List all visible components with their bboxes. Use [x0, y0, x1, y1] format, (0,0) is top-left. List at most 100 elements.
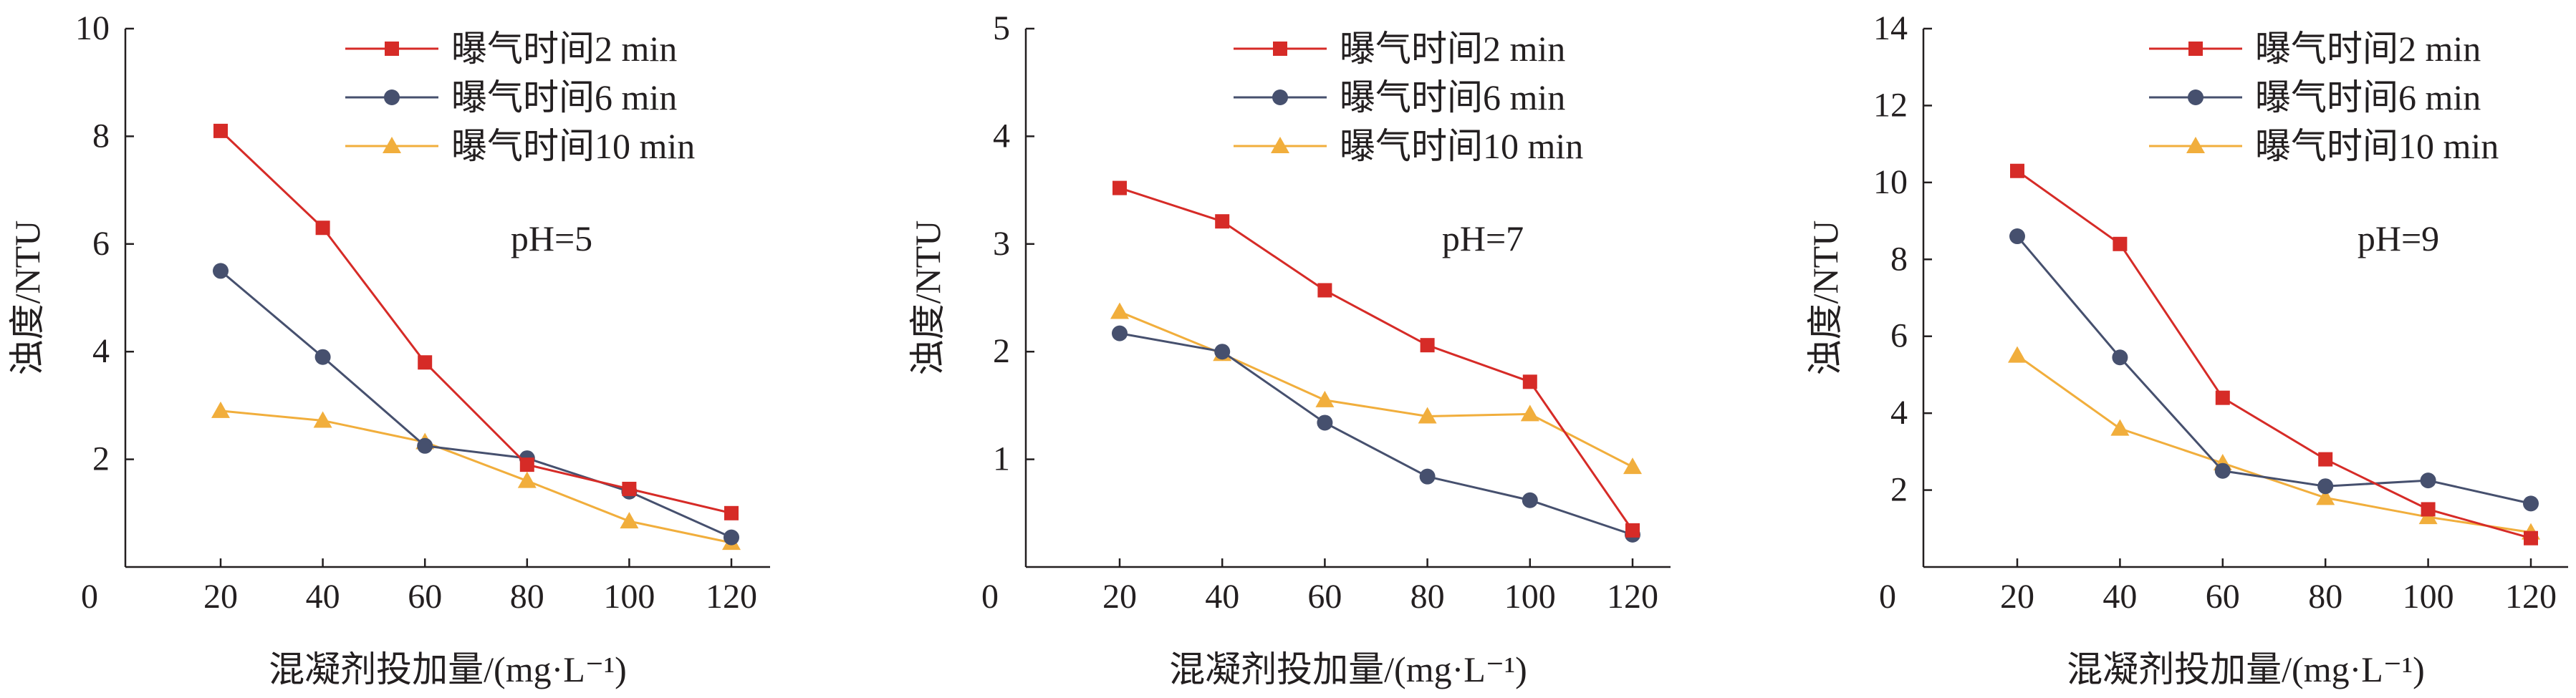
data-point-circle — [2523, 495, 2539, 512]
data-point-square — [2524, 530, 2538, 546]
chart-panel-1: 2 4 6 8 10 20 40 60 80 100 120 0 混凝剂投加量/(mg·L⁻¹) 浊度/N… — [7, 9, 770, 689]
legend-label: 曝气时间6 min — [2255, 77, 2481, 117]
data-point-triangle — [2110, 419, 2130, 436]
data-point-square — [2113, 236, 2128, 251]
data-point-circle — [384, 89, 400, 105]
series-triangle — [2008, 346, 2540, 540]
y-tick-label: 4 — [1890, 394, 1908, 432]
legend-label: 曝气时间2 min — [451, 29, 677, 69]
x-tick-label: 120 — [1607, 578, 1658, 616]
data-point-square — [1625, 523, 1640, 538]
data-point-square — [2188, 42, 2203, 56]
x-tick-label: 120 — [2505, 578, 2557, 616]
data-point-triangle — [517, 471, 537, 488]
origin-label: 0 — [981, 578, 999, 616]
ph-annotation: pH=5 — [511, 218, 592, 258]
data-point-circle — [2009, 228, 2025, 245]
y-tick-label: 14 — [1873, 9, 1908, 47]
x-tick-label: 60 — [408, 578, 442, 616]
x-tick-label: 120 — [706, 578, 757, 616]
data-point-triangle — [2186, 137, 2205, 153]
data-point-square — [385, 42, 399, 56]
y-tick-label: 10 — [75, 9, 110, 47]
series-line — [220, 270, 732, 539]
y-tick-label: 6 — [1890, 317, 1908, 355]
x-tick-label: 20 — [2000, 578, 2034, 616]
data-point-circle — [1419, 468, 1436, 485]
legend-item: 曝气时间2 min — [2149, 29, 2481, 69]
data-point-triangle — [383, 137, 401, 153]
legend-item: 曝气时间10 min — [2149, 126, 2499, 166]
data-point-circle — [417, 437, 433, 454]
series-line — [1119, 187, 1634, 531]
legend: 曝气时间2 min 曝气时间6 min 曝气时间10 min — [1234, 29, 1583, 166]
series-line — [220, 409, 732, 544]
legend-item: 曝气时间10 min — [1234, 126, 1583, 166]
data-point-circle — [724, 529, 739, 546]
x-tick-label: 80 — [510, 578, 544, 616]
series-circle — [213, 263, 739, 546]
origin-label: 0 — [1879, 578, 1896, 616]
chart-panel-3: 2 4 6 8 10 12 14 20 40 60 80 100 120 0 混凝剂投加量/(mg·L⁻¹)… — [1805, 9, 2568, 689]
series-line — [2017, 354, 2532, 534]
data-point-square — [1317, 283, 1332, 298]
data-point-circle — [314, 349, 331, 365]
series-circle — [1112, 325, 1640, 543]
y-tick-label: 5 — [993, 9, 1010, 47]
data-point-circle — [2188, 89, 2203, 105]
y-tick-label: 10 — [1873, 163, 1908, 201]
series-triangle — [211, 401, 741, 551]
legend-item: 曝气时间10 min — [345, 126, 695, 166]
legend-item: 曝气时间2 min — [345, 29, 677, 69]
data-point-triangle — [1271, 137, 1289, 153]
legend: 曝气时间2 min 曝气时间6 min 曝气时间10 min — [345, 29, 695, 166]
x-tick-label: 100 — [1504, 578, 1556, 616]
series-line — [219, 130, 732, 515]
y-tick-label: 8 — [1890, 240, 1908, 278]
data-point-square — [724, 505, 739, 520]
x-tick-label: 20 — [1102, 578, 1137, 616]
data-point-square — [1215, 214, 1230, 229]
data-point-circle — [213, 263, 229, 279]
series-line — [1119, 332, 1633, 536]
legend-item: 曝气时间6 min — [345, 77, 677, 117]
y-tick-label: 2 — [993, 332, 1010, 370]
data-point-square — [2421, 502, 2436, 517]
data-point-circle — [2317, 478, 2334, 495]
data-point-circle — [1112, 325, 1128, 341]
y-tick-label: 2 — [92, 440, 110, 478]
data-point-triangle — [620, 512, 639, 529]
data-point-square — [2318, 452, 2333, 467]
y-tick-label: 1 — [993, 440, 1010, 478]
origin-label: 0 — [81, 578, 98, 616]
legend-item: 曝气时间6 min — [2149, 77, 2481, 117]
data-point-circle — [2112, 349, 2128, 366]
data-point-circle — [2214, 462, 2231, 479]
y-axis-title: 浊度/NTU — [908, 220, 948, 376]
series-circle — [2009, 228, 2539, 512]
data-point-triangle — [2008, 346, 2027, 363]
y-axis-title: 浊度/NTU — [1805, 220, 1845, 376]
data-point-circle — [1522, 492, 1538, 508]
series-square — [2010, 163, 2538, 546]
data-point-square — [519, 457, 534, 472]
series-square — [213, 123, 739, 520]
data-point-square — [1273, 42, 1287, 56]
data-point-circle — [2420, 472, 2436, 489]
x-tick-label: 60 — [1307, 578, 1342, 616]
series-line — [2016, 236, 2532, 505]
data-point-triangle — [1418, 407, 1437, 424]
x-axis-title: 混凝剂投加量/(mg·L⁻¹) — [269, 649, 627, 689]
legend-item: 曝气时间6 min — [1234, 77, 1565, 117]
x-tick-label: 60 — [2206, 578, 2240, 616]
y-tick-label: 3 — [993, 225, 1010, 263]
data-point-triangle — [211, 401, 230, 418]
series-triangle — [1110, 302, 1642, 475]
y-tick-label: 12 — [1873, 86, 1908, 124]
series-line — [1119, 311, 1633, 468]
ph-annotation: pH=9 — [2358, 218, 2439, 258]
x-tick-label: 80 — [2308, 578, 2342, 616]
y-tick-label: 6 — [92, 225, 110, 263]
legend-label: 曝气时间2 min — [1340, 29, 1565, 69]
